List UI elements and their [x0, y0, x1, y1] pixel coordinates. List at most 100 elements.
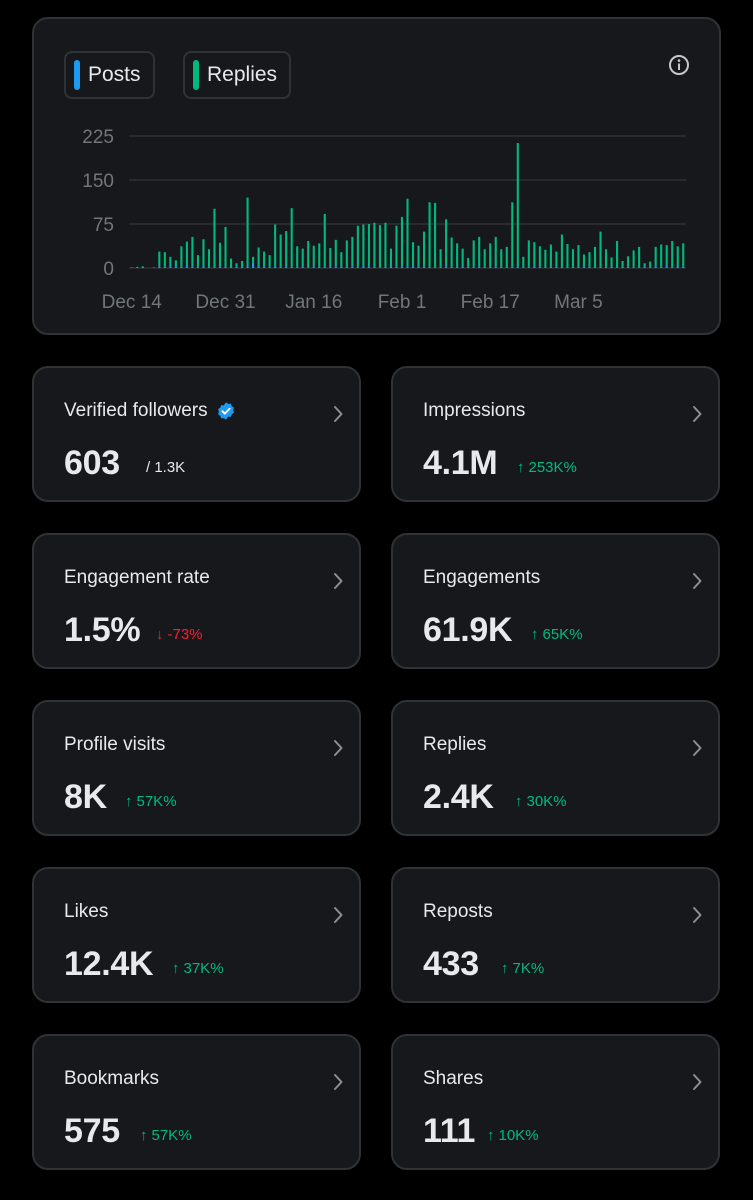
y-tick-label: 0	[103, 259, 114, 280]
posts-bar	[367, 266, 370, 268]
posts-bar	[235, 266, 238, 268]
posts-bar	[191, 266, 194, 268]
metric-card-profile-visits[interactable]: Profile visits 8K ↑ 57K%	[32, 700, 361, 836]
replies-bar	[268, 255, 271, 267]
replies-bar	[185, 241, 188, 266]
replies-bar	[141, 266, 144, 267]
metric-label-text: Bookmarks	[64, 1068, 160, 1089]
chevron-right-icon[interactable]	[331, 738, 345, 758]
posts-bar	[152, 267, 155, 268]
replies-bar	[163, 252, 166, 267]
posts-bar	[356, 266, 359, 268]
replies-bar	[494, 236, 497, 267]
posts-bar	[621, 266, 624, 268]
posts-bar	[378, 267, 381, 268]
posts-bar	[395, 266, 398, 268]
metric-label: Likes	[64, 901, 108, 923]
replies-bar	[522, 256, 525, 268]
posts-bar	[301, 266, 304, 268]
replies-bar	[654, 246, 657, 266]
legend-posts-label: Posts	[88, 63, 141, 86]
legend-posts-toggle[interactable]: Posts	[64, 51, 155, 99]
chevron-right-icon[interactable]	[690, 905, 704, 925]
x-tick-label: Jan 16	[285, 292, 342, 313]
replies-bar	[682, 243, 685, 267]
chevron-right-icon[interactable]	[331, 905, 345, 925]
posts-bar	[384, 266, 387, 268]
chevron-right-icon[interactable]	[690, 738, 704, 758]
posts-bar	[549, 266, 552, 268]
info-icon[interactable]	[667, 53, 691, 77]
posts-bar	[202, 265, 205, 268]
replies-bar	[395, 225, 398, 267]
posts-bar	[130, 267, 133, 268]
chevron-right-icon[interactable]	[690, 1072, 704, 1092]
chevron-right-icon[interactable]	[690, 571, 704, 591]
posts-bar	[252, 262, 255, 268]
metric-card-replies[interactable]: Replies 2.4K ↑ 30K%	[391, 700, 720, 836]
chevron-right-icon[interactable]	[331, 1072, 345, 1092]
metric-value: 433	[423, 945, 479, 983]
replies-bar	[478, 236, 481, 267]
metric-card-likes[interactable]: Likes 12.4K ↑ 37K%	[32, 867, 361, 1003]
replies-bar	[411, 242, 415, 266]
replies-bar	[665, 245, 668, 266]
posts-bar	[257, 265, 260, 268]
metric-value: 8K	[64, 778, 107, 816]
legend-replies-toggle[interactable]: Replies	[183, 51, 292, 99]
posts-bar	[207, 266, 211, 268]
activity-chart-card: Posts Replies 225 150 75 0 Dec 14 Dec 31 Jan 1…	[32, 17, 721, 335]
metric-label: Shares	[423, 1068, 483, 1090]
replies-bar	[638, 246, 641, 268]
metric-card-engagement-rate[interactable]: Engagement rate 1.5% ↓ -73%	[32, 533, 361, 669]
posts-bar	[665, 265, 668, 268]
metric-card-bookmarks[interactable]: Bookmarks 575 ↑ 57K%	[32, 1034, 361, 1170]
posts-bar	[627, 266, 630, 268]
replies-bar	[196, 255, 199, 267]
replies-bar	[169, 256, 172, 266]
posts-bar	[400, 266, 404, 268]
replies-bar	[362, 224, 365, 266]
metric-change: ↑ 65K%	[531, 627, 583, 642]
metric-card-reposts[interactable]: Reposts 433 ↑ 7K%	[391, 867, 720, 1003]
metric-card-shares[interactable]: Shares 111 ↑ 10K%	[391, 1034, 720, 1170]
metric-change-value: 7K%	[512, 960, 545, 977]
replies-bar	[671, 241, 674, 268]
replies-bar	[174, 260, 177, 267]
replies-bar	[213, 208, 216, 268]
chevron-right-icon[interactable]	[331, 404, 345, 424]
posts-bar	[494, 266, 497, 268]
metric-total: / 1.3K	[146, 459, 186, 476]
metric-change-value: 37K%	[183, 960, 224, 977]
posts-bar	[434, 267, 437, 268]
metric-label-text: Engagements	[423, 567, 541, 588]
replies-bar	[643, 263, 646, 267]
replies-bar	[290, 208, 293, 267]
metric-value: 575	[64, 1112, 120, 1150]
metric-label: Profile visits	[64, 734, 165, 756]
replies-bar	[263, 251, 266, 267]
y-tick-label: 75	[93, 215, 114, 236]
posts-bar	[307, 267, 310, 268]
metric-card-impressions[interactable]: Impressions 4.1M ↑ 253K%	[391, 366, 720, 502]
chevron-right-icon[interactable]	[331, 571, 345, 591]
posts-bar	[649, 267, 652, 268]
arrow-up-icon: ↑	[487, 1127, 495, 1144]
chevron-right-icon[interactable]	[690, 404, 704, 424]
metric-value: 603	[64, 444, 120, 482]
replies-bar	[191, 236, 194, 267]
posts-bar	[511, 266, 514, 268]
replies-bar	[334, 239, 337, 267]
metric-card-verified-followers[interactable]: Verified followers 603 / 1.3K	[32, 366, 361, 502]
posts-bar	[174, 266, 177, 268]
posts-bar	[566, 267, 569, 268]
posts-bar	[373, 266, 376, 268]
replies-bar	[560, 234, 563, 267]
posts-bar	[213, 267, 216, 268]
metric-card-engagements[interactable]: Engagements 61.9K ↑ 65K%	[391, 533, 720, 669]
posts-bar	[439, 266, 442, 268]
metric-label: Verified followers	[64, 400, 236, 422]
metric-value: 111	[423, 1112, 476, 1150]
replies-bar	[241, 260, 244, 267]
metric-change: ↑ 57K%	[140, 1128, 192, 1143]
